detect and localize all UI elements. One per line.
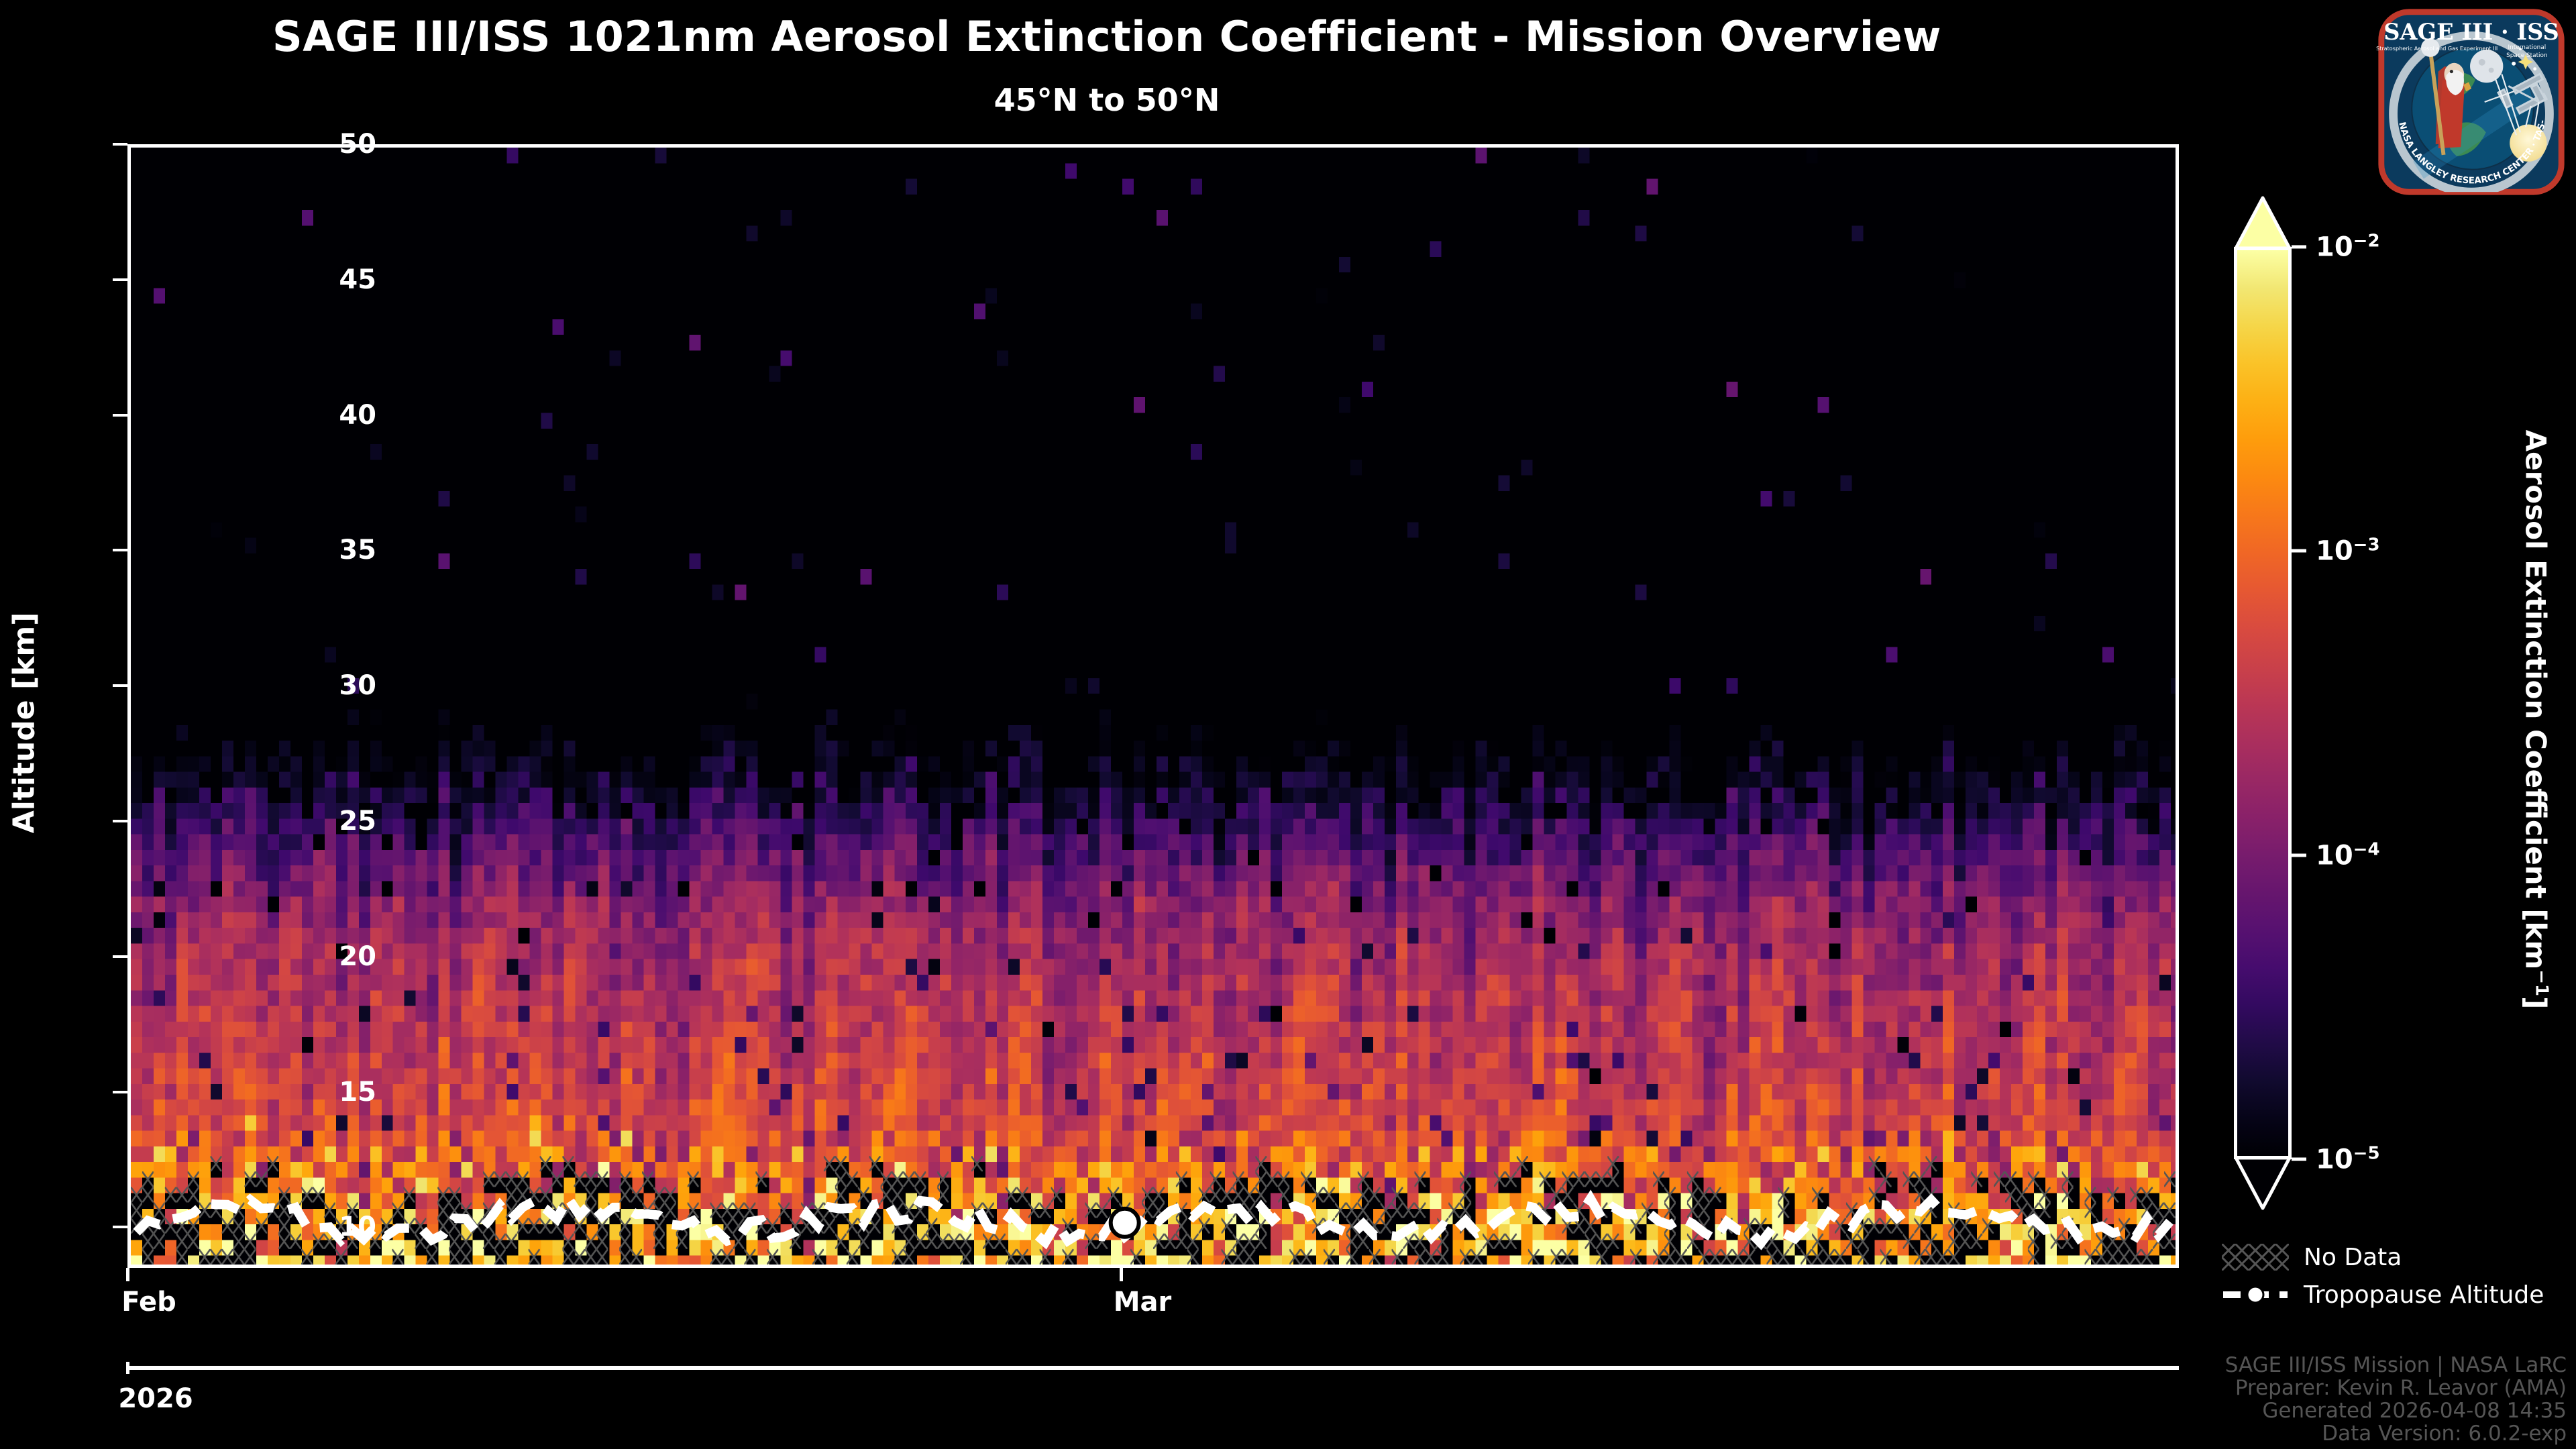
y-axis-tick-mark	[113, 143, 127, 146]
y-axis-tick-label: 40	[339, 399, 376, 431]
y-axis-tick-label: 35	[339, 535, 376, 566]
logo-sub2: International	[2508, 44, 2546, 51]
logo-sub3: Space Station	[2506, 52, 2547, 59]
footer-line-mission: SAGE III/ISS Mission | NASA LaRC	[2224, 1353, 2567, 1377]
legend-item-no-data[interactable]: No Data	[2222, 1238, 2544, 1276]
tropopause-line-swatch	[2222, 1281, 2289, 1308]
no-data-hatch-swatch	[2222, 1244, 2289, 1271]
heatmap-plot-area[interactable]	[127, 144, 2179, 1268]
footer-line-version: Data Version: 6.0.2-exp	[2322, 1421, 2567, 1446]
y-axis-tick-label: 15	[339, 1076, 376, 1108]
page-title: SAGE III/ISS 1021nm Aerosol Extinction C…	[272, 12, 1941, 61]
x-axis-year-label: 2026	[118, 1383, 193, 1414]
y-axis-tick-label: 10	[339, 1212, 376, 1243]
legend[interactable]: No Data Tropopause Altitude	[2222, 1238, 2544, 1313]
y-axis-tick-label: 45	[339, 264, 376, 295]
colorbar-label: Aerosol Extinction Coefficient [km−1]	[2519, 429, 2553, 1010]
y-axis-tick-mark	[113, 413, 127, 417]
y-axis-tick-mark	[113, 1090, 127, 1093]
y-axis-tick-mark	[113, 278, 127, 281]
y-axis-tick-mark	[113, 820, 127, 823]
legend-item-tropopause[interactable]: Tropopause Altitude	[2222, 1276, 2544, 1313]
colorbar-tick-label: 10−4	[2316, 839, 2380, 871]
x-axis-tick-label: Mar	[1113, 1287, 1172, 1318]
colorbar-tick-label: 10−5	[2316, 1143, 2380, 1175]
footer-line-generated: Generated 2026-04-08 14:35	[2262, 1399, 2567, 1423]
x-axis-tick-label: Feb	[121, 1287, 176, 1318]
x-axis-year-spine	[127, 1366, 2179, 1370]
y-axis-tick-mark	[113, 684, 127, 688]
colorbar[interactable]	[2234, 196, 2292, 1210]
aerosol-extinction-heatmap	[131, 148, 2176, 1265]
colorbar-gradient	[2234, 247, 2292, 1159]
colorbar-max-arrow	[2234, 196, 2292, 250]
y-axis-tick-label: 30	[339, 670, 376, 702]
y-axis-tick-mark	[113, 549, 127, 552]
y-axis-tick-label: 25	[339, 806, 376, 837]
colorbar-tick-label: 10−2	[2316, 231, 2380, 263]
colorbar-tick-mark	[2292, 245, 2306, 249]
legend-label-no-data: No Data	[2304, 1243, 2402, 1271]
colorbar-tick-mark	[2292, 1157, 2306, 1161]
page-subtitle: 45°N to 50°N	[994, 82, 1220, 118]
colorbar-tick-mark	[2292, 853, 2306, 857]
y-axis-tick-label: 50	[339, 129, 376, 160]
sage-iii-iss-logo: SAGE III · ISS Stratospheric Aerosol and…	[2372, 3, 2565, 195]
y-axis-label: Altitude [km]	[7, 612, 42, 834]
colorbar-tick-label: 10−3	[2316, 535, 2380, 567]
footer-credits: SAGE III/ISS Mission | NASA LaRC Prepare…	[2225, 1354, 2567, 1445]
logo-title: SAGE III · ISS	[2383, 19, 2559, 45]
legend-label-tropopause: Tropopause Altitude	[2304, 1281, 2544, 1309]
x-axis-tick-mark	[126, 1268, 129, 1281]
y-axis-tick-label: 20	[339, 941, 376, 972]
y-axis-tick-mark	[113, 1226, 127, 1229]
x-axis-tick-mark	[1119, 1268, 1123, 1281]
colorbar-min-arrow	[2234, 1157, 2292, 1210]
y-axis-tick-mark	[113, 955, 127, 958]
footer-line-preparer: Preparer: Kevin R. Leavor (AMA)	[2235, 1376, 2567, 1400]
logo-sub1: Stratospheric Aerosol and Gas Experiment…	[2376, 45, 2498, 52]
colorbar-tick-mark	[2292, 549, 2306, 553]
